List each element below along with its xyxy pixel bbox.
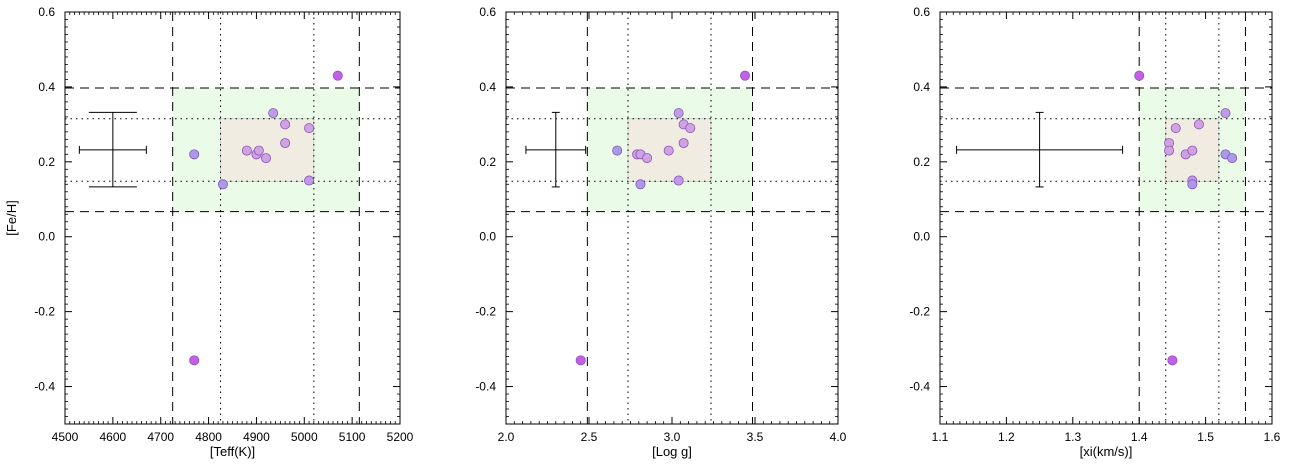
- logg-panel: 2.0 2.5 3.0 3.5 4.0 -0.4 -0.2 0.0 0.2 0.4 0.6 [Log …: [475, 5, 846, 459]
- teff-point-6: [268, 108, 279, 119]
- teff-inner-region: [220, 118, 315, 182]
- xi-xtick-label-0: 1.1: [932, 430, 949, 444]
- teff-point-4: [253, 145, 264, 156]
- teff-ylabel: [Fe/H]: [4, 200, 19, 235]
- teff-point-0: [189, 149, 200, 160]
- logg-ytick-label-2: 0.0: [479, 230, 496, 244]
- logg-axes-frame: [505, 11, 839, 425]
- logg-ytick-label-4: 0.4: [479, 80, 496, 94]
- logg-point-5: [663, 145, 674, 156]
- xi-ytick-label-2: 0.0: [913, 230, 930, 244]
- logg-point-10: [685, 123, 696, 134]
- xi-point-5: [1187, 145, 1198, 156]
- teff-ytick-label-0: -0.4: [34, 380, 55, 394]
- xi-point-3: [1170, 123, 1181, 134]
- xi-point-0: [1134, 70, 1145, 81]
- xi-ytick-label-0: -0.4: [909, 380, 930, 394]
- logg-xtick-label-0: 2.0: [498, 430, 515, 444]
- logg-xtick-label-4: 4.0: [830, 430, 847, 444]
- teff-point-10: [304, 175, 315, 186]
- logg-point-0: [612, 145, 623, 156]
- teff-ytick-label-1: -0.2: [34, 305, 55, 319]
- logg-ytick-label-5: 0.6: [479, 5, 496, 19]
- logg-xlabel: [Log g]: [652, 444, 692, 459]
- logg-ytick-label-1: -0.2: [475, 305, 496, 319]
- xi-point-11: [1227, 153, 1238, 164]
- teff-xtick-label-0: 4500: [52, 430, 79, 444]
- teff-point-2: [241, 145, 252, 156]
- teff-xtick-label-1: 4600: [100, 430, 127, 444]
- teff-point-11: [332, 70, 343, 81]
- teff-xlabel: [Teff(K)]: [210, 444, 255, 459]
- logg-ytick-label-0: -0.4: [475, 380, 496, 394]
- logg-point-4: [642, 153, 653, 164]
- xi-ytick-label-4: 0.4: [913, 80, 930, 94]
- xi-ytick-label-1: -0.2: [909, 305, 930, 319]
- xi-point-8: [1193, 119, 1204, 130]
- teff-point-8: [280, 138, 291, 149]
- logg-point-12: [575, 355, 586, 366]
- xi-point-2: [1164, 145, 1175, 156]
- xi-axes-frame: [939, 11, 1273, 425]
- teff-xtick-label-4: 4900: [243, 430, 270, 444]
- logg-point-7: [673, 175, 684, 186]
- logg-point-9: [678, 138, 689, 149]
- xi-xtick-label-2: 1.3: [1064, 430, 1081, 444]
- logg-point-6: [673, 108, 684, 119]
- teff-point-9: [304, 123, 315, 134]
- xi-xtick-label-4: 1.5: [1197, 430, 1214, 444]
- teff-ytick-label-3: 0.2: [38, 155, 55, 169]
- teff-panel: 4500 4600 4700 4800 4900 5000 5100 5200 -0.4 -0.2…: [4, 5, 414, 459]
- teff-point-12: [189, 355, 200, 366]
- teff-ytick-label-2: 0.0: [38, 230, 55, 244]
- teff-xtick-label-7: 5200: [387, 430, 414, 444]
- xi-point-7: [1187, 179, 1198, 190]
- xi-ytick-label-5: 0.6: [913, 5, 930, 19]
- teff-xtick-label-5: 5000: [291, 430, 318, 444]
- teff-axes-frame: [64, 11, 401, 425]
- xi-ytick-label-3: 0.2: [913, 155, 930, 169]
- xi-point-12: [1167, 355, 1178, 366]
- xi-point-9: [1220, 108, 1231, 119]
- teff-point-5: [260, 153, 271, 164]
- logg-point-3: [635, 179, 646, 190]
- logg-xtick-label-1: 2.5: [581, 430, 598, 444]
- xi-xtick-label-5: 1.6: [1264, 430, 1281, 444]
- xi-panel: 1.1 1.2 1.3 1.4 1.5 1.6 -0.4 -0.2 0.0 0.2 0.4 0.6 [x…: [909, 5, 1280, 459]
- logg-point-11: [740, 70, 751, 81]
- xi-xlabel: [xi(km/s)]: [1080, 444, 1133, 459]
- teff-xtick-label-6: 5100: [339, 430, 366, 444]
- teff-point-1: [217, 179, 228, 190]
- xi-xtick-label-3: 1.4: [1131, 430, 1148, 444]
- teff-point-7: [280, 119, 291, 130]
- teff-xtick-label-2: 4700: [147, 430, 174, 444]
- logg-xtick-label-2: 3.0: [664, 430, 681, 444]
- teff-ytick-label-4: 0.4: [38, 80, 55, 94]
- teff-xtick-label-3: 4800: [195, 430, 222, 444]
- logg-xtick-label-3: 3.5: [747, 430, 764, 444]
- teff-ytick-label-5: 0.6: [38, 5, 55, 19]
- xi-xtick-label-1: 1.2: [998, 430, 1015, 444]
- logg-ytick-label-3: 0.2: [479, 155, 496, 169]
